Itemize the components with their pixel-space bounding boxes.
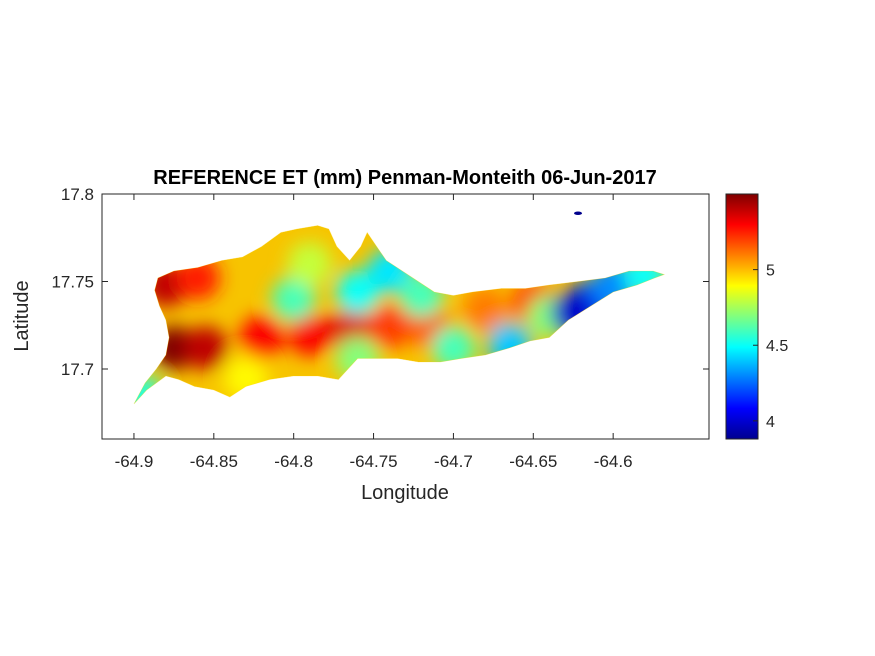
y-tick-label: 17.8 — [61, 185, 94, 204]
x-tick-label: -64.75 — [349, 452, 397, 471]
heat-point-3 — [239, 315, 284, 360]
x-tick-label: -64.9 — [115, 452, 154, 471]
x-axis-label: Longitude — [361, 482, 449, 504]
y-tick-label: 17.7 — [61, 360, 94, 379]
colorbar-ticks: 44.55 — [753, 263, 788, 431]
x-tick-label: -64.6 — [594, 452, 633, 471]
x-tick-label: -64.65 — [509, 452, 557, 471]
x-tick-label: -64.85 — [190, 452, 238, 471]
heat-point-11 — [271, 277, 316, 321]
small-islet — [574, 211, 583, 216]
colorbar-tick-label: 4.5 — [766, 338, 788, 355]
axes-frame — [101, 193, 710, 440]
heat-point-8 — [463, 287, 508, 332]
colorbar-tick-label: 5 — [766, 263, 775, 280]
x-tick-label: -64.8 — [274, 452, 313, 471]
colorbar-tick-label: 4 — [766, 414, 775, 431]
x-tick-label: -64.7 — [434, 452, 473, 471]
heat-point-4 — [287, 312, 332, 356]
heat-point-6 — [367, 305, 412, 349]
heat-point-13 — [335, 270, 380, 314]
heat-point-12 — [287, 242, 332, 286]
chart-title: REFERENCE ET (mm) Penman-Monteith 06-Jun… — [153, 167, 656, 189]
islet-mark — [574, 211, 583, 216]
heat-point-2 — [183, 326, 228, 370]
island-outline — [133, 225, 666, 405]
y-axis-ticks: 17.7 17.75 17.8 — [51, 185, 709, 379]
colorbar — [725, 193, 759, 440]
x-axis-ticks: -64.9 -64.85 -64.8 -64.75 -64.7 -64.65 -64.6 — [115, 194, 633, 471]
y-axis-label: Latitude — [11, 280, 33, 351]
y-tick-label: 17.75 — [51, 273, 94, 292]
